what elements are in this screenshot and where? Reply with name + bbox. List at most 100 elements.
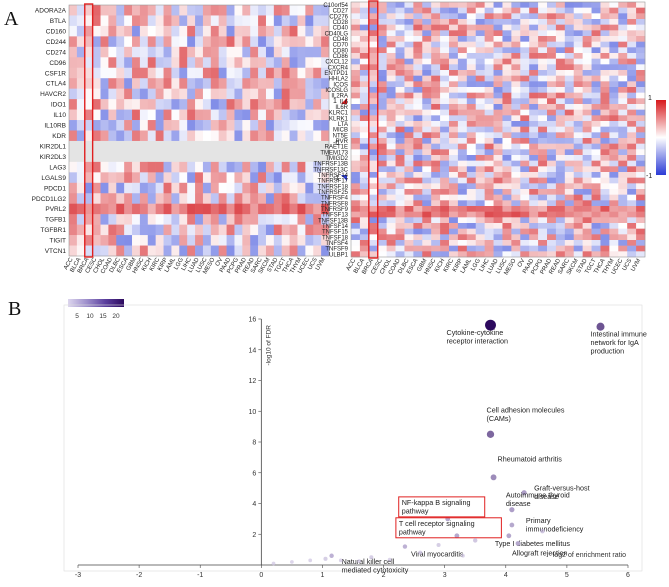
heatmap-cell [457,53,468,59]
heatmap-cell [395,87,405,93]
heatmap-cell [84,140,93,152]
heatmap-cell [218,67,227,79]
heatmap-cell [440,41,450,48]
heatmap-cell [321,224,330,236]
heatmap-cell [258,25,267,37]
heatmap-cell [449,2,459,8]
heatmap-cell [368,104,379,110]
heatmap-cell [368,13,379,20]
gene-label: CXCR4 [328,65,349,71]
heatmap-cell [395,7,405,14]
heatmap-cell [289,172,298,184]
heatmap-cell [582,13,592,20]
heatmap-cell [218,5,227,16]
heatmap-cell [422,149,432,156]
heatmap-cell [404,189,414,195]
heatmap-cell [520,126,530,133]
heatmap-cell [520,155,530,161]
heatmap-cell [139,36,149,48]
heatmap-cell [147,99,156,110]
heatmap-cell [538,155,548,161]
heatmap-cell [538,41,548,48]
heatmap-cell [457,126,468,133]
heatmap-cell [265,109,275,121]
heatmap-frame [350,1,646,258]
heatmap-cell [475,206,485,212]
heatmap-cell [147,25,156,37]
heatmap-cell [466,70,477,76]
heatmap-cell [555,223,566,229]
heatmap-cell [449,143,459,150]
heatmap-cell [502,2,512,8]
heatmap-cell [147,36,156,48]
heatmap-cell [636,189,646,195]
heatmap-cell [163,57,172,69]
heatmap-cell [627,160,637,167]
heatmap-cell [351,149,361,156]
heatmap-cell [636,53,646,59]
heatmap-cell [210,140,219,152]
heatmap-cell [124,15,133,27]
heatmap-cell [359,211,370,218]
heatmap-cell [573,223,583,229]
heatmap-cell [413,30,423,37]
heatmap-cell [529,217,539,224]
heatmap-cell [386,149,396,156]
gene-label: KDR [52,133,66,140]
heatmap-cell [457,206,468,212]
heatmap-cell [404,30,414,37]
heatmap-cell [413,251,423,258]
heatmap-cell [359,189,370,195]
heatmap-cell [377,19,387,25]
heatmap-cell [171,25,180,37]
heatmap-cell [547,24,557,31]
heatmap-cell [431,24,441,31]
heatmap-cell [100,193,109,205]
heatmap-cell [449,92,459,99]
heatmap-cell [413,160,423,167]
data-point [521,490,527,496]
heatmap-cell [305,203,314,215]
heatmap-cell [582,234,592,241]
heatmap-cell [555,172,566,178]
heatmap-cell [273,78,283,89]
heatmap-cell [132,140,141,152]
heatmap-cell [321,245,330,257]
heatmap-cell [457,115,468,122]
heatmap-cell [529,155,539,161]
gene-label: BTLA [50,18,67,25]
heatmap-cell [92,88,101,100]
heatmap-cell [466,75,477,82]
heatmap-cell [431,109,441,116]
heatmap-cell [529,251,539,258]
gene-label: RAET1E [325,145,348,151]
heatmap-cell [484,7,494,14]
heatmap-cell [395,183,405,190]
heatmap-cell [265,182,275,194]
heatmap-cell [484,177,494,184]
heatmap-cell [250,120,259,131]
heatmap-cell [413,70,423,76]
heatmap-cell [69,224,78,236]
heatmap-cell [386,194,396,201]
heatmap-cell [218,203,227,215]
heatmap-cell [457,166,468,173]
heatmap-cell [457,228,468,235]
heatmap-cell [202,172,212,184]
heatmap-cell [116,78,125,89]
heatmap-cell [132,245,141,257]
heatmap-cell [609,149,619,156]
heatmap-cell [281,15,290,27]
heatmap-cell [386,70,396,76]
heatmap-cell [627,19,637,25]
heatmap-cell [368,166,379,173]
heatmap-cell [305,109,314,121]
heatmap-cell [202,25,212,37]
heatmap-cell [555,19,566,25]
heatmap-cell [92,25,101,37]
heatmap-cell [449,228,459,235]
heatmap-cell [422,166,432,173]
heatmap-cell [431,194,441,201]
heatmap-cell [466,228,477,235]
heatmap-cell [547,64,557,71]
